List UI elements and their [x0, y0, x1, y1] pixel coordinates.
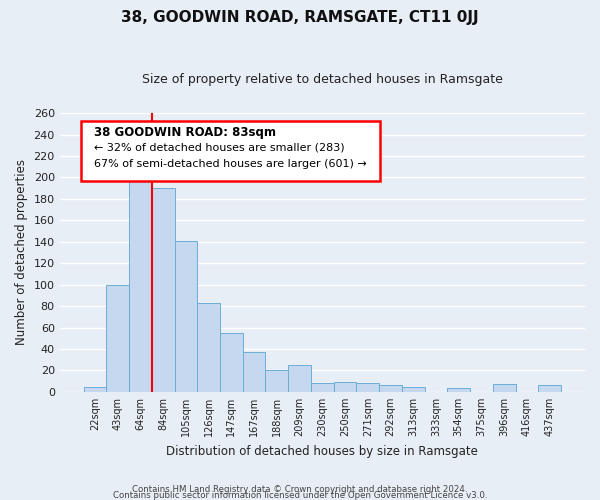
- Text: Contains public sector information licensed under the Open Government Licence v3: Contains public sector information licen…: [113, 490, 487, 500]
- Text: 38, GOODWIN ROAD, RAMSGATE, CT11 0JJ: 38, GOODWIN ROAD, RAMSGATE, CT11 0JJ: [121, 10, 479, 25]
- Bar: [83, 386, 106, 392]
- Bar: [288, 365, 311, 392]
- Bar: [448, 388, 470, 392]
- Text: ← 32% of detached houses are smaller (283): ← 32% of detached houses are smaller (28…: [94, 142, 344, 152]
- Bar: [243, 352, 265, 392]
- Bar: [493, 384, 515, 392]
- Bar: [356, 384, 379, 392]
- Bar: [197, 303, 220, 392]
- FancyBboxPatch shape: [80, 122, 380, 182]
- Text: Contains HM Land Registry data © Crown copyright and database right 2024.: Contains HM Land Registry data © Crown c…: [132, 484, 468, 494]
- Text: 38 GOODWIN ROAD: 83sqm: 38 GOODWIN ROAD: 83sqm: [94, 126, 276, 138]
- Bar: [402, 386, 425, 392]
- Bar: [379, 386, 402, 392]
- X-axis label: Distribution of detached houses by size in Ramsgate: Distribution of detached houses by size …: [166, 444, 478, 458]
- Bar: [106, 284, 129, 392]
- Bar: [152, 188, 175, 392]
- Y-axis label: Number of detached properties: Number of detached properties: [15, 160, 28, 346]
- Bar: [311, 384, 334, 392]
- Bar: [538, 386, 561, 392]
- Bar: [175, 240, 197, 392]
- Bar: [334, 382, 356, 392]
- Bar: [220, 333, 243, 392]
- Bar: [129, 172, 152, 392]
- Title: Size of property relative to detached houses in Ramsgate: Size of property relative to detached ho…: [142, 72, 503, 86]
- Text: 67% of semi-detached houses are larger (601) →: 67% of semi-detached houses are larger (…: [94, 159, 367, 169]
- Bar: [265, 370, 288, 392]
